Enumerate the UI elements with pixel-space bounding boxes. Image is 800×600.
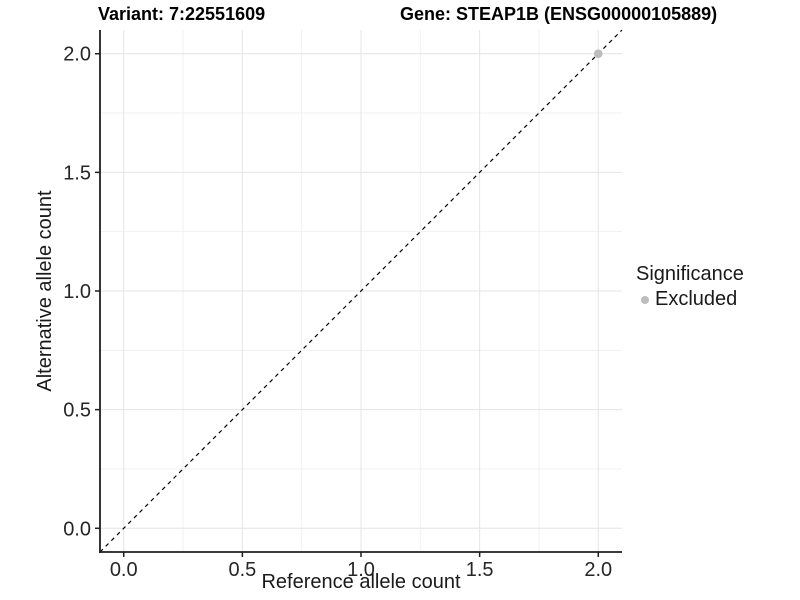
- legend-item-excluded: Excluded: [636, 288, 744, 311]
- x-tick-label: 0.5: [228, 559, 256, 581]
- gene-title: Gene: STEAP1B (ENSG00000105889): [400, 4, 718, 24]
- y-tick-label: 1.5: [63, 162, 91, 184]
- legend-title: Significance: [636, 263, 744, 285]
- identity-line: [99, 29, 623, 553]
- x-tick-label: 0.0: [110, 559, 138, 581]
- y-tick-label: 0.0: [63, 518, 91, 540]
- legend: Significance Excluded: [636, 263, 744, 311]
- y-tick-label: 1.0: [63, 281, 91, 303]
- y-axis-title: Alternative allele count: [34, 190, 56, 392]
- data-point: [593, 49, 603, 59]
- legend-item-label: Excluded: [655, 288, 738, 310]
- x-tick-label: 1.0: [347, 559, 375, 581]
- y-axis-title-wrap: Alternative allele count: [34, 30, 58, 552]
- x-axis-title: Reference allele count: [261, 571, 461, 593]
- y-tick-label: 0.5: [63, 400, 91, 422]
- excluded-point-swatch-icon: [641, 295, 649, 304]
- x-tick-label: 1.5: [466, 559, 494, 581]
- y-tick-label: 2.0: [63, 44, 91, 66]
- x-tick-label: 2.0: [584, 559, 612, 581]
- variant-title: Variant: 7:22551609: [98, 4, 266, 24]
